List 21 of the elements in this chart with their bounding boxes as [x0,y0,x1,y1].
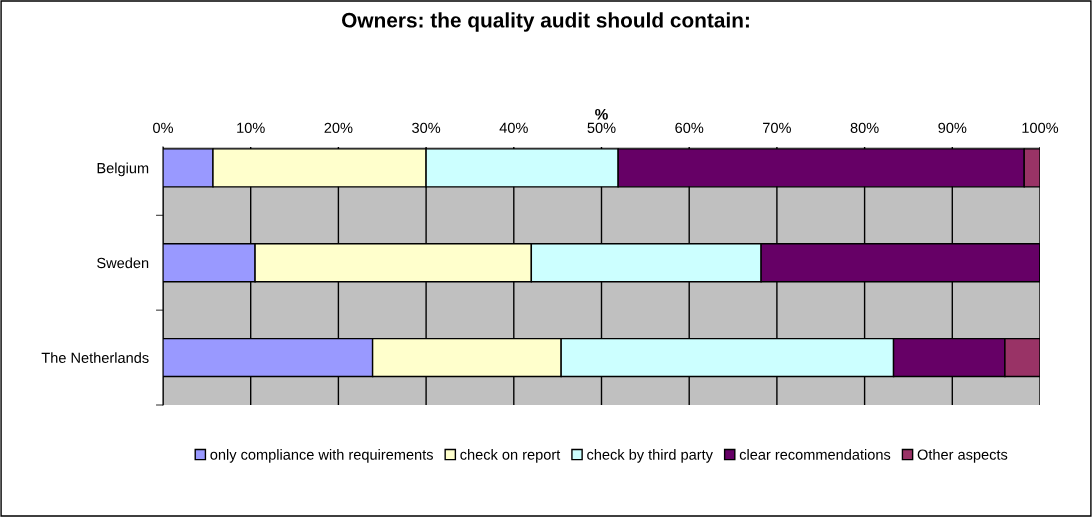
x-axis-title: % [595,108,608,120]
y-tick-label: Belgium [97,162,149,177]
x-tick-label: 70% [763,122,791,134]
legend-label: only compliance with requirements [210,449,433,463]
legend-label: clear recommendations [739,449,891,460]
x-tick-label: 30% [412,122,441,134]
legend-label: check on report [460,449,561,463]
legend-label: check by third party [587,449,713,463]
chart-title: Owners: the quality audit should contain: [342,12,749,32]
x-tick-label: 40% [499,122,528,134]
legend-label: Other aspects [917,449,1008,463]
x-tick-label: 0% [153,122,174,134]
x-tick-label: 60% [675,122,704,134]
x-tick-label: 10% [237,122,265,134]
x-tick-label: 100% [1022,122,1059,134]
y-tick-label: Sweden [97,257,149,269]
x-tick-label: 50% [587,122,616,134]
y-tick-label: The Netherlands [41,352,149,363]
x-tick-label: 80% [850,122,879,134]
x-tick-label: 20% [324,122,353,134]
x-tick-label: 90% [938,122,967,134]
